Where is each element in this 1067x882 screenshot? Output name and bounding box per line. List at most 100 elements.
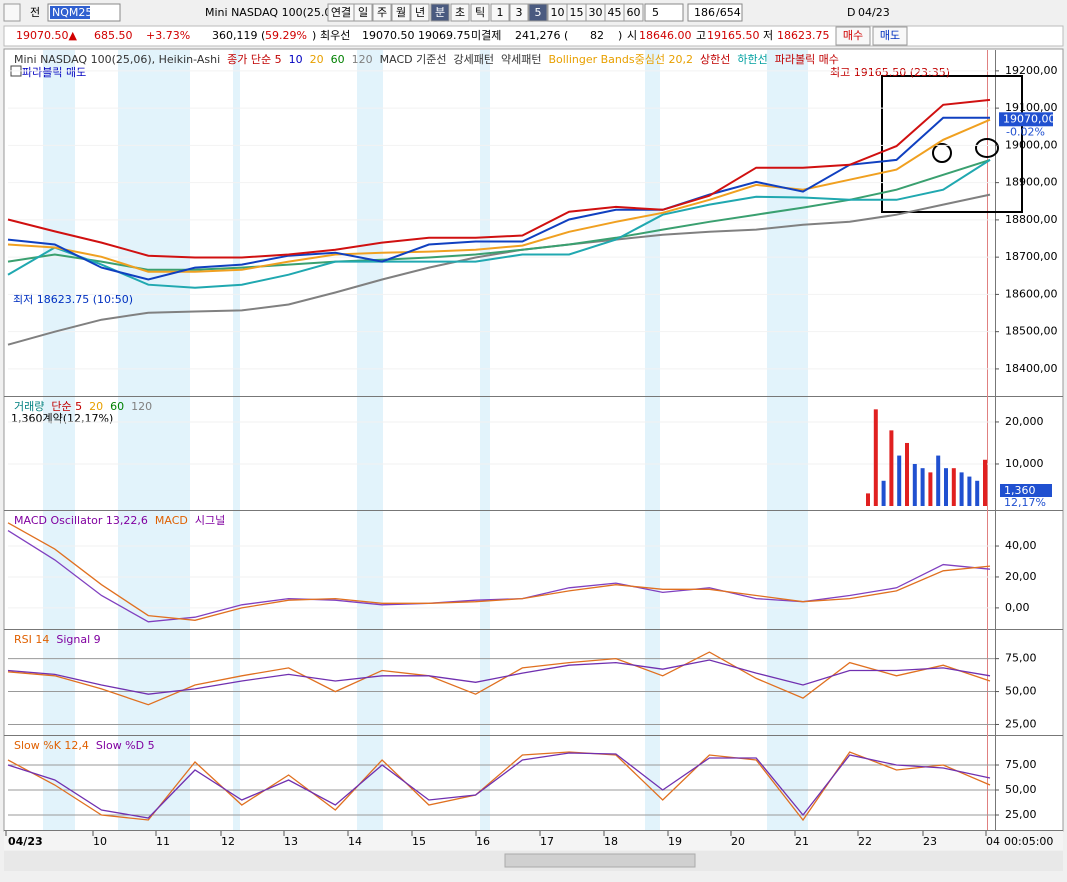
toolbar-button-label[interactable]: 초 [455, 6, 465, 19]
volume-bar [928, 472, 933, 506]
buy[interactable]: 매수 [843, 29, 863, 42]
toolbar-button-label[interactable]: 분 [435, 6, 445, 19]
toolbar-button[interactable] [410, 3, 430, 22]
buy-button[interactable] [835, 26, 871, 46]
toolbar-button-label[interactable]: 일 [358, 5, 368, 19]
menu-icon[interactable] [3, 3, 21, 22]
symbol-highlight [50, 6, 90, 19]
x-tick-label: 21 [795, 835, 809, 848]
interval-box[interactable] [644, 3, 684, 22]
x-tick-label: 16 [476, 835, 490, 848]
x-tick-label: 18 [604, 835, 618, 848]
count-box[interactable] [687, 3, 743, 22]
toolbar-button-label[interactable]: 주 [377, 6, 387, 19]
y-tick-label: 18800,00 [1005, 213, 1058, 226]
change: 685.50 [94, 29, 133, 42]
y-tick-label: 10,000 [1005, 457, 1044, 470]
volume-bar [944, 468, 948, 506]
low-label: 저 [763, 29, 773, 42]
series-line [7, 118, 991, 273]
low: 18623.75 [777, 29, 830, 42]
session-bands [43, 50, 808, 830]
toolbar-button-label[interactable]: 3 [516, 6, 523, 19]
toolbar-button-label[interactable]: 월 [396, 6, 406, 19]
high-label: 고 [696, 29, 706, 42]
toolbar-button-label[interactable]: 15 [570, 6, 584, 19]
legend-entry: 강세패턴 [453, 53, 493, 66]
legend-entry: MACD 기준선 [380, 53, 447, 66]
toolbar-button[interactable] [528, 3, 548, 22]
legend-entry: Slow %D 5 [96, 739, 155, 752]
x-tick-label: 14 [348, 835, 362, 848]
sell-button[interactable] [872, 26, 908, 46]
legend-entry: 단순 5 [51, 400, 82, 413]
series-line [7, 193, 991, 346]
highlight-box [881, 75, 1023, 213]
scroll-thumb[interactable] [504, 853, 696, 868]
toolbar-button[interactable] [391, 3, 411, 22]
toolbar-button[interactable] [509, 3, 529, 22]
legend-entry: 약세패턴 [501, 52, 541, 66]
best-label: 최우선 [320, 29, 350, 42]
legend-entry: Mini NASDAQ 100(25,06), Heikin-Ashi [14, 53, 220, 66]
toolbar-button-label[interactable]: 45 [608, 6, 622, 19]
volume-bar [912, 463, 917, 506]
tab[interactable]: 전 [30, 6, 40, 19]
y-tick-label: 19000,00 [1005, 138, 1058, 151]
toolbar-button[interactable] [450, 3, 470, 22]
x-tick-label: 04/23 [8, 835, 43, 848]
y-tick-label: 25,00 [1005, 808, 1037, 821]
best-bid: 19069.75 [418, 29, 471, 42]
oi-change: 82 [590, 29, 604, 42]
toolbar-button[interactable] [623, 3, 644, 22]
d-flag[interactable]: D [847, 6, 855, 19]
toolbar-button-label[interactable]: 연결 [331, 6, 351, 19]
y-tick-label: 19200,00 [1005, 64, 1058, 77]
toolbar-button-label[interactable]: 1 [497, 6, 504, 19]
y-tick-label: 20,000 [1005, 415, 1044, 428]
open-label: 시 [627, 29, 637, 42]
interval[interactable]: 5 [652, 6, 659, 19]
series-line [7, 530, 991, 623]
y-tick-label: 18400,00 [1005, 362, 1058, 375]
legend-entry: 하한선 [737, 52, 767, 66]
oi-label: 미결제 [471, 29, 501, 42]
y-tick-label: 50,00 [1005, 685, 1037, 698]
toolbar-button[interactable] [470, 3, 490, 22]
volume-rate: 59.29% [265, 29, 307, 42]
count: 186 [694, 6, 715, 19]
date[interactable]: 04/23 [858, 6, 890, 19]
toolbar-button[interactable] [353, 3, 373, 22]
legend-entry: 20 [89, 400, 103, 413]
volume: 360,119 ( [212, 29, 265, 42]
paren: ) [312, 29, 316, 42]
toolbar-button-label[interactable]: 30 [589, 6, 603, 19]
y-tick-label: 75,00 [1005, 758, 1037, 771]
total: /654 [716, 6, 741, 19]
legend-entry: 20 [310, 53, 324, 66]
x-tick-label: 13 [284, 835, 298, 848]
volume-bar [951, 468, 956, 506]
volume-bar [920, 468, 925, 506]
toolbar-button-label[interactable]: 60 [627, 6, 641, 19]
volume-bar [873, 409, 878, 506]
toolbar-button-label[interactable]: 틱 [475, 6, 485, 19]
y-tick-label: 18600,00 [1005, 287, 1058, 300]
toolbar-button[interactable] [490, 3, 510, 22]
y-tick-label: 50,00 [1005, 783, 1037, 796]
legend-entry: Signal 9 [56, 633, 100, 646]
series-line [7, 98, 991, 259]
toolbar-button-label[interactable]: 5 [535, 6, 542, 19]
volume-bar [959, 472, 964, 506]
y-tick-label: 19100,00 [1005, 101, 1058, 114]
legend-entry: 거래량 [14, 400, 44, 413]
sell[interactable]: 매도 [880, 29, 900, 42]
toolbar-button[interactable] [372, 3, 392, 22]
legend-entry: 파라볼릭 매수 [775, 53, 839, 66]
toolbar-button-label[interactable]: 10 [551, 6, 565, 19]
toolbar-button-label[interactable]: 년 [415, 6, 425, 19]
price: 19070.50▲ [16, 29, 77, 42]
toolbar-button[interactable] [430, 3, 450, 22]
legend-entry: 120 [352, 53, 373, 66]
symbol[interactable]: NQM25 [52, 6, 92, 19]
